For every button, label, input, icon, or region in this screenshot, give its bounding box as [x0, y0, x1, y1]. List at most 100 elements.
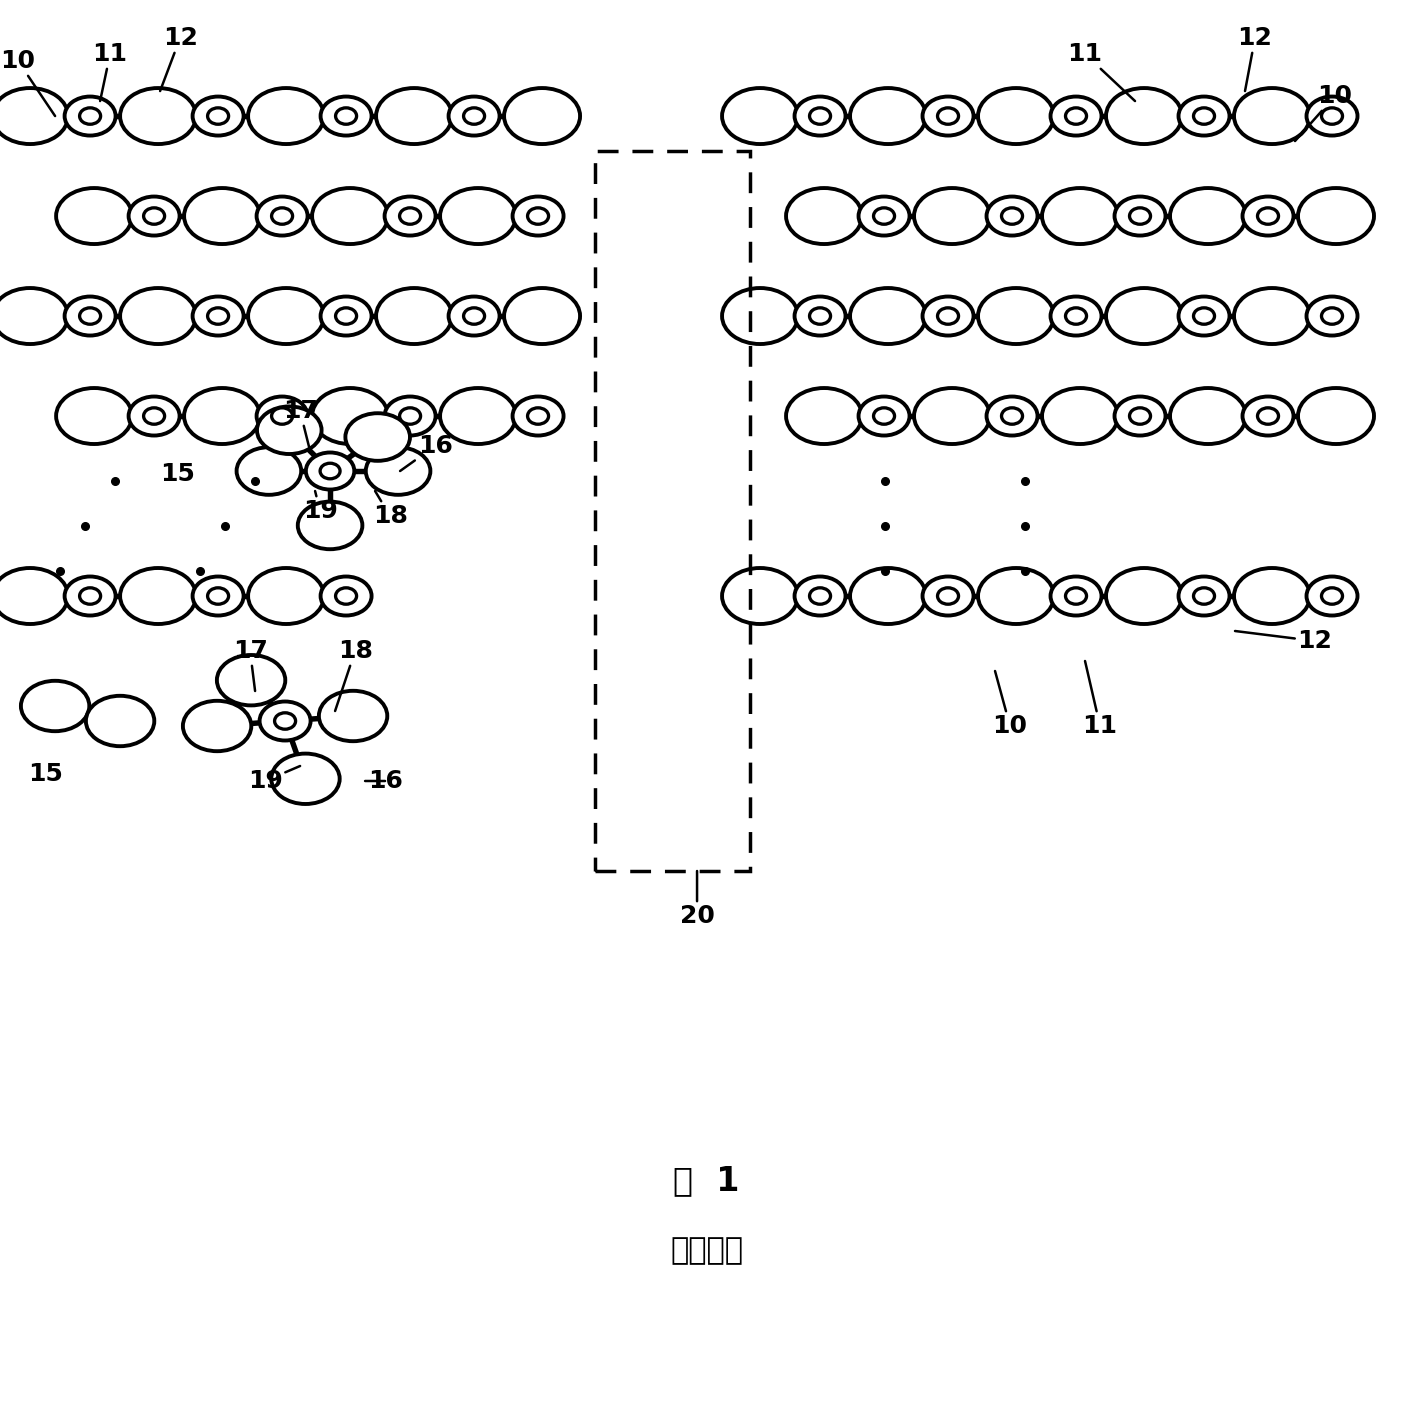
Ellipse shape [1115, 197, 1166, 235]
Ellipse shape [120, 288, 196, 344]
Text: 11: 11 [1082, 662, 1118, 739]
Ellipse shape [249, 288, 324, 344]
Ellipse shape [1194, 108, 1215, 124]
Ellipse shape [786, 388, 862, 443]
Ellipse shape [1041, 388, 1118, 443]
Ellipse shape [1234, 88, 1310, 144]
Ellipse shape [57, 388, 131, 443]
Ellipse shape [1115, 396, 1166, 435]
Ellipse shape [1065, 108, 1087, 124]
Ellipse shape [513, 197, 564, 235]
Ellipse shape [271, 408, 292, 424]
Text: 16: 16 [365, 769, 403, 793]
Ellipse shape [914, 388, 991, 443]
Text: 15: 15 [28, 761, 64, 786]
Ellipse shape [120, 88, 196, 144]
Ellipse shape [335, 308, 356, 324]
Ellipse shape [65, 297, 116, 335]
Ellipse shape [257, 406, 322, 453]
Ellipse shape [851, 288, 926, 344]
Text: 11: 11 [93, 41, 127, 101]
Ellipse shape [1050, 297, 1102, 335]
Ellipse shape [312, 388, 389, 443]
Text: 10: 10 [0, 48, 55, 116]
Text: 现有技术: 现有技术 [670, 1236, 743, 1265]
Ellipse shape [376, 88, 452, 144]
Ellipse shape [986, 396, 1037, 435]
Ellipse shape [271, 753, 339, 804]
Ellipse shape [1242, 197, 1293, 235]
Ellipse shape [257, 396, 308, 435]
Ellipse shape [786, 188, 862, 244]
Ellipse shape [65, 576, 116, 616]
Ellipse shape [722, 568, 798, 625]
Ellipse shape [65, 97, 116, 135]
Ellipse shape [1321, 108, 1342, 124]
Text: 图  1: 图 1 [674, 1165, 740, 1198]
Ellipse shape [1002, 408, 1023, 424]
Bar [595, 151, 750, 871]
Text: 10: 10 [992, 672, 1027, 739]
Ellipse shape [923, 576, 974, 616]
Text: 19: 19 [302, 491, 338, 523]
Ellipse shape [312, 188, 389, 244]
Text: 19: 19 [247, 766, 300, 793]
Ellipse shape [236, 448, 301, 495]
Ellipse shape [208, 108, 229, 124]
Ellipse shape [448, 97, 500, 135]
Ellipse shape [208, 588, 229, 605]
Ellipse shape [79, 308, 100, 324]
Ellipse shape [722, 88, 798, 144]
Ellipse shape [810, 108, 831, 124]
Ellipse shape [810, 588, 831, 605]
Ellipse shape [274, 713, 295, 729]
Ellipse shape [439, 388, 516, 443]
Ellipse shape [1307, 97, 1358, 135]
Ellipse shape [400, 408, 421, 424]
Ellipse shape [923, 297, 974, 335]
Ellipse shape [978, 288, 1054, 344]
Ellipse shape [249, 568, 324, 625]
Ellipse shape [57, 188, 131, 244]
Ellipse shape [319, 690, 387, 742]
Ellipse shape [182, 700, 252, 752]
Ellipse shape [1299, 388, 1373, 443]
Ellipse shape [1321, 308, 1342, 324]
Ellipse shape [86, 696, 154, 746]
Ellipse shape [0, 288, 68, 344]
Ellipse shape [321, 463, 341, 479]
Text: 10: 10 [1294, 84, 1352, 141]
Ellipse shape [1106, 88, 1183, 144]
Ellipse shape [192, 97, 243, 135]
Ellipse shape [1178, 297, 1229, 335]
Ellipse shape [923, 97, 974, 135]
Ellipse shape [298, 502, 362, 549]
Ellipse shape [305, 452, 355, 489]
Ellipse shape [978, 568, 1054, 625]
Ellipse shape [986, 197, 1037, 235]
Ellipse shape [527, 208, 548, 224]
Ellipse shape [335, 108, 356, 124]
Ellipse shape [1299, 188, 1373, 244]
Ellipse shape [192, 576, 243, 616]
Ellipse shape [1050, 97, 1102, 135]
Ellipse shape [1170, 388, 1246, 443]
Ellipse shape [938, 308, 958, 324]
Ellipse shape [0, 568, 68, 625]
Ellipse shape [938, 108, 958, 124]
Ellipse shape [1170, 188, 1246, 244]
Ellipse shape [448, 297, 500, 335]
Ellipse shape [527, 408, 548, 424]
Ellipse shape [851, 568, 926, 625]
Ellipse shape [978, 88, 1054, 144]
Ellipse shape [335, 588, 356, 605]
Ellipse shape [144, 408, 164, 424]
Text: 15: 15 [160, 462, 195, 486]
Ellipse shape [1178, 576, 1229, 616]
Ellipse shape [1065, 588, 1087, 605]
Text: 12: 12 [1235, 629, 1332, 653]
Ellipse shape [129, 396, 179, 435]
Ellipse shape [321, 97, 372, 135]
Ellipse shape [79, 588, 100, 605]
Ellipse shape [794, 97, 845, 135]
